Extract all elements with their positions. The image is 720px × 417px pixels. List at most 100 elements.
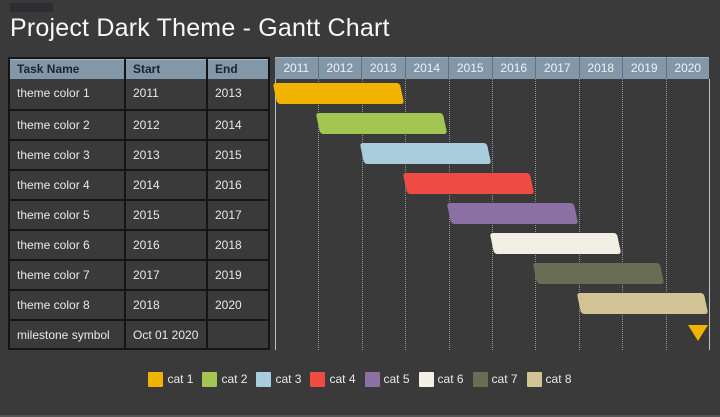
table-cell-task: milestone symbol (17, 328, 110, 342)
table-cell-start: Oct 01 2020 (124, 321, 206, 349)
legend-label: cat 2 (221, 371, 248, 386)
gridline (275, 79, 276, 350)
table-cell-task: theme color 1 (17, 86, 90, 100)
table-row: theme color 4 2014 2016 (10, 169, 268, 199)
gantt-bar-cat-6 (489, 233, 622, 254)
table-cell-start: 2013 (124, 141, 206, 169)
legend-label: cat 1 (167, 371, 194, 386)
table-cell-task: theme color 6 (17, 238, 90, 252)
gridline (318, 79, 319, 350)
legend-item: cat 5 (364, 371, 410, 387)
table-row: theme color 6 2016 2018 (10, 229, 268, 259)
chart-legend: cat 1 cat 2 cat 3 cat 4 cat 5 cat 6 cat 7 cat 8 (0, 369, 720, 389)
column-header-end: End (206, 59, 268, 79)
table-row: theme color 2 2012 2014 (10, 109, 268, 139)
table-cell-start: 2011 (124, 79, 206, 109)
gantt-chart: 2011 2012 2013 2014 2015 2016 2017 2018 2019 2020 (272, 57, 710, 350)
table-cell-end: 2016 (206, 171, 268, 199)
table-cell-end: 2014 (206, 111, 268, 139)
gridline (666, 79, 667, 350)
column-header-start: Start (124, 59, 206, 79)
legend-swatch (364, 371, 380, 387)
table-cell-end: 2015 (206, 141, 268, 169)
table-cell-start: 2012 (124, 111, 206, 139)
table-row: milestone symbol Oct 01 2020 (10, 319, 268, 349)
legend-label: cat 5 (383, 371, 410, 386)
milestone-triangle-icon (688, 325, 709, 341)
year-tick-label: 2016 (491, 57, 536, 79)
year-tick-label: 2019 (622, 57, 666, 79)
gantt-bar-cat-4 (402, 173, 535, 194)
table-cell-start: 2017 (124, 261, 206, 289)
table-cell-end: 2017 (206, 201, 268, 229)
legend-label: cat 8 (545, 371, 572, 386)
table-cell-task: theme color 8 (17, 298, 90, 312)
task-table-header: Task Name Start End (10, 59, 268, 79)
year-axis-header: 2011 2012 2013 2014 2015 2016 2017 2018 2019 2020 (275, 57, 709, 79)
table-cell-task: theme color 5 (17, 208, 90, 222)
table-cell-end: 2019 (206, 261, 268, 289)
year-tick-label: 2018 (578, 57, 623, 79)
legend-item: cat 6 (418, 371, 464, 387)
gantt-bar-cat-2 (316, 113, 448, 134)
table-cell-start: 2014 (124, 171, 206, 199)
table-cell-start: 2015 (124, 201, 206, 229)
legend-item: cat 4 (310, 371, 356, 387)
gridline (405, 79, 406, 350)
gantt-bar-cat-8 (576, 293, 709, 314)
table-row: theme color 5 2015 2017 (10, 199, 268, 229)
year-tick-label: 2017 (535, 57, 579, 79)
gantt-bar-cat-3 (359, 143, 492, 164)
legend-swatch (418, 371, 434, 387)
year-tick-label: 2013 (361, 57, 405, 79)
table-cell-end (206, 321, 268, 349)
top-left-notch (10, 3, 53, 12)
gantt-bar-cat-1 (272, 83, 405, 104)
legend-item: cat 8 (526, 371, 572, 387)
table-cell-task: theme color 3 (17, 148, 90, 162)
year-tick-label: 2011 (283, 61, 310, 75)
gridline (579, 79, 580, 350)
legend-swatch (472, 371, 488, 387)
legend-swatch (202, 371, 218, 387)
gridline (622, 79, 623, 350)
table-cell-end: 2020 (206, 291, 268, 319)
task-table-body: theme color 1 2011 2013 theme color 2 2012 20… (10, 79, 268, 349)
table-cell-task: theme color 7 (17, 268, 90, 282)
legend-item: cat 2 (202, 371, 248, 387)
page-title: Project Dark Theme - Gantt Chart (10, 14, 390, 42)
legend-label: cat 7 (491, 371, 518, 386)
column-header-task-name: Task Name (17, 62, 80, 76)
year-tick-label: 2020 (665, 57, 710, 79)
year-tick-label: 2014 (404, 57, 449, 79)
legend-swatch (148, 371, 164, 387)
table-row: theme color 8 2018 2020 (10, 289, 268, 319)
gridline (709, 79, 710, 350)
table-cell-end: 2013 (206, 79, 268, 109)
table-cell-end: 2018 (206, 231, 268, 259)
table-cell-task: theme color 4 (17, 178, 90, 192)
table-row: theme color 1 2011 2013 (10, 79, 268, 109)
legend-swatch (256, 371, 272, 387)
legend-label: cat 3 (275, 371, 302, 386)
table-row: theme color 3 2013 2015 (10, 139, 268, 169)
legend-item: cat 7 (472, 371, 518, 387)
task-table: Task Name Start End theme color 1 2011 201… (8, 57, 270, 350)
table-cell-start: 2018 (124, 291, 206, 319)
table-cell-task: theme color 2 (17, 118, 90, 132)
legend-item: cat 1 (148, 371, 194, 387)
gantt-bar-cat-7 (533, 263, 665, 284)
legend-label: cat 6 (437, 371, 464, 386)
table-row: theme color 7 2017 2019 (10, 259, 268, 289)
legend-swatch (526, 371, 542, 387)
gridline (362, 79, 363, 350)
legend-item: cat 3 (256, 371, 302, 387)
plot-area (272, 79, 710, 350)
year-tick-label: 2012 (317, 57, 362, 79)
legend-swatch (310, 371, 326, 387)
table-cell-start: 2016 (124, 231, 206, 259)
year-tick-label: 2015 (448, 57, 492, 79)
gantt-bar-cat-5 (446, 203, 579, 224)
legend-label: cat 4 (329, 371, 356, 386)
